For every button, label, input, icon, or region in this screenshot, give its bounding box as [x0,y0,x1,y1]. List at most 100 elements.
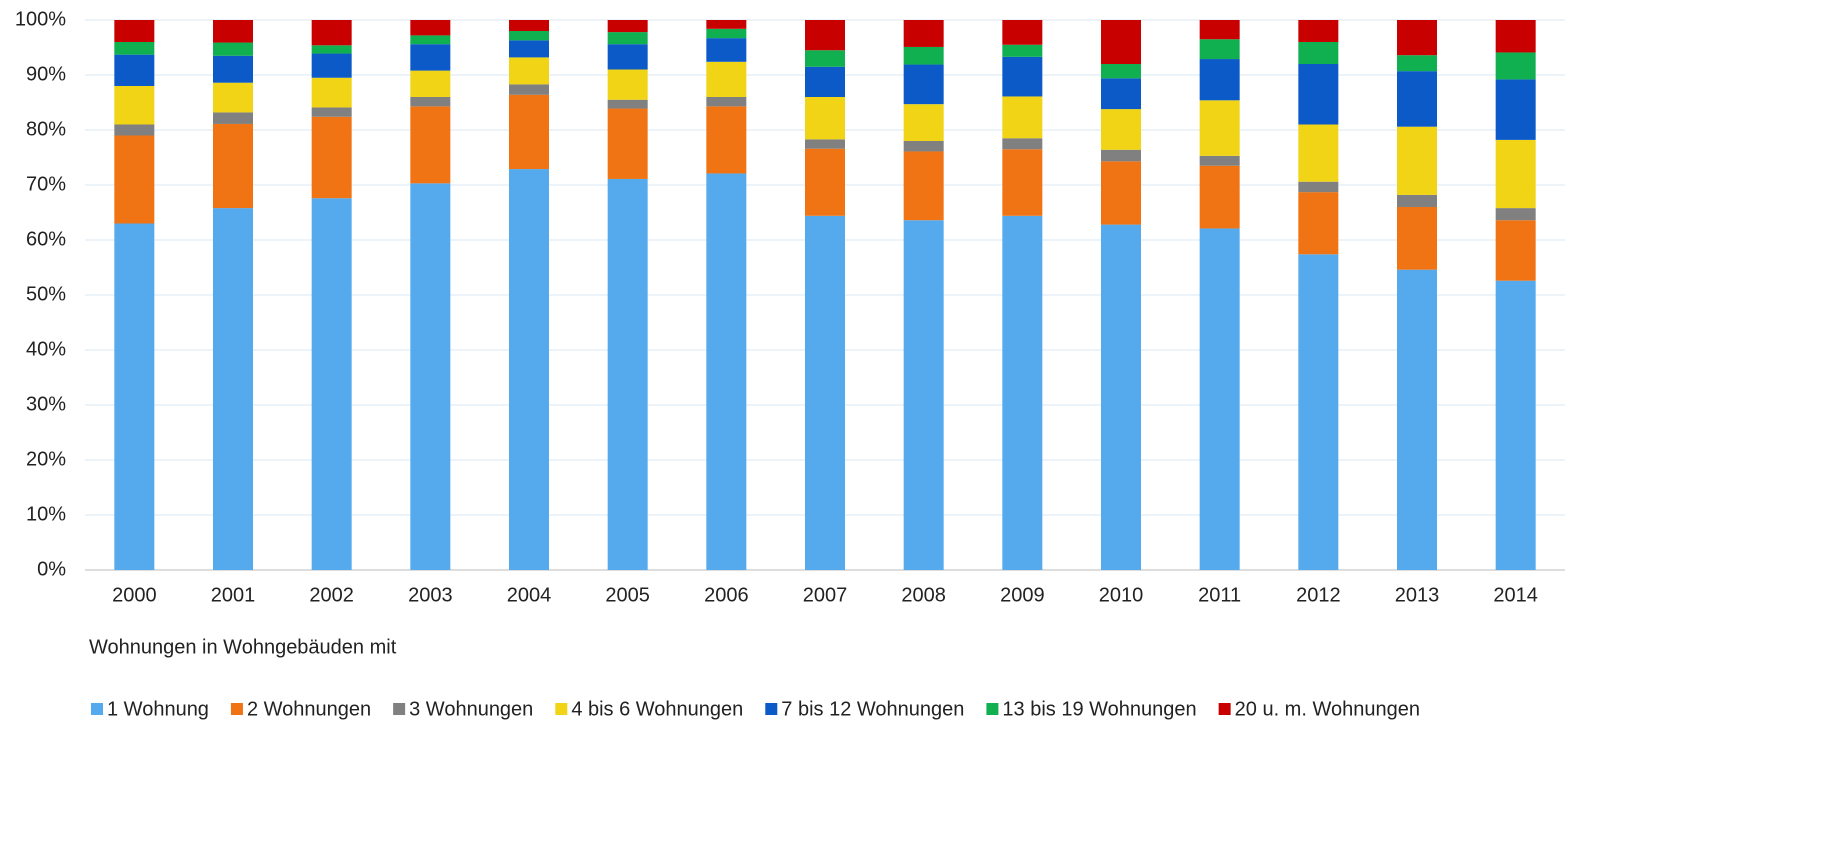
bar-segment [706,97,747,107]
bar-segment [706,61,747,97]
bar-segment [1298,181,1339,193]
bar-segment [1199,155,1240,166]
bar-segment [1298,64,1339,125]
bar-segment [213,42,253,56]
bar-segment [114,124,155,136]
bar-segment [706,38,747,62]
bar-segment [509,31,549,41]
bar-segment [1495,20,1536,53]
y-tick-label: 20% [26,448,66,470]
bar-segment [410,70,451,97]
bar-segment [213,20,253,43]
bar-segment [1101,149,1141,162]
bar-segment [1397,71,1437,127]
bar-segment [903,46,944,65]
y-tick-label: 0% [37,558,66,580]
bar-segment [311,198,352,570]
bar-segment [1101,20,1141,64]
bar-segment [410,35,451,45]
bar-segment [114,86,155,125]
bar-segment [509,94,549,170]
bar-segment [1101,78,1141,110]
bar-segment [903,141,944,152]
legend-label: 1 Wohnung [107,698,209,720]
x-tick-label: 2004 [507,584,552,606]
bar-segment [1002,138,1043,150]
bar-segment [1397,207,1437,270]
bar-segment [607,44,648,70]
bar-segment [1495,52,1536,80]
bar-segment [1002,44,1043,57]
bar-segment [311,107,352,117]
bar-segment [1002,56,1043,97]
bar-segment [311,20,352,46]
x-axis-label: Wohnungen in Wohngebäuden mit [89,636,397,658]
bar-segment [1495,79,1536,140]
bar-segment [114,20,155,42]
bar-segment [706,28,747,39]
bar-segment [903,20,944,47]
bar-segment [903,220,944,570]
bar-segment [311,45,352,54]
bar-segment [805,50,845,67]
bar-segment [509,40,549,58]
bar-segment [1298,42,1339,64]
bar-segment [114,135,155,224]
legend-label: 7 bis 12 Wohnungen [781,698,964,720]
bar-segment [903,104,944,141]
legend-swatch [765,703,778,715]
bar-segment [1002,215,1043,571]
bar-segment [114,54,155,86]
bar-segment [1495,220,1536,281]
bar-segment [805,66,845,97]
y-tick-label: 80% [26,118,66,140]
legend-label: 20 u. m. Wohnungen [1235,698,1420,720]
legend-label: 13 bis 19 Wohnungen [1002,698,1196,720]
bar-segment [1495,208,1536,221]
legend-swatch [555,703,568,715]
x-tick-label: 2011 [1198,584,1241,606]
bar-segment [903,64,944,105]
bar-segment [311,77,352,108]
bar-segment [213,208,253,570]
x-tick-label: 2014 [1493,584,1538,606]
y-tick-label: 60% [26,228,66,250]
bar-segment [805,20,845,51]
bar-segment [213,82,253,113]
x-tick-label: 2009 [1000,584,1045,606]
legend-swatch [1218,703,1231,715]
bar-segment [114,42,155,55]
y-tick-label: 30% [26,393,66,415]
x-tick-label: 2008 [901,584,946,606]
bar-segment [1298,254,1339,571]
bar-segment [607,20,648,33]
bar-segment [509,169,549,571]
bar-segment [1397,55,1437,72]
x-tick-label: 2001 [211,584,256,606]
bar-segment [509,57,549,85]
x-tick-label: 2012 [1296,584,1341,606]
x-tick-label: 2000 [112,584,157,606]
y-tick-label: 90% [26,63,66,85]
bar-segment [1298,20,1339,42]
bar-segment [607,178,648,570]
bar-segment [509,20,549,31]
bar-segment [805,215,845,571]
y-tick-label: 100% [15,8,66,30]
bar-segment [805,148,845,216]
bar-segment [410,20,451,36]
bar-segment [1002,96,1043,139]
bar-segment [805,97,845,140]
bar-segment [706,20,747,29]
bar-segment [1199,228,1240,570]
bar-segment [903,151,944,221]
bar-segment [1397,20,1437,56]
legend-label: 4 bis 6 Wohnungen [571,698,743,720]
bar-segment [607,32,648,45]
bar-segment [1298,124,1339,182]
bar-segment [1199,59,1240,101]
bar-segment [1495,139,1536,209]
bar-segment [1495,280,1536,570]
bar-segment [410,106,451,184]
bar-segment [706,173,747,570]
